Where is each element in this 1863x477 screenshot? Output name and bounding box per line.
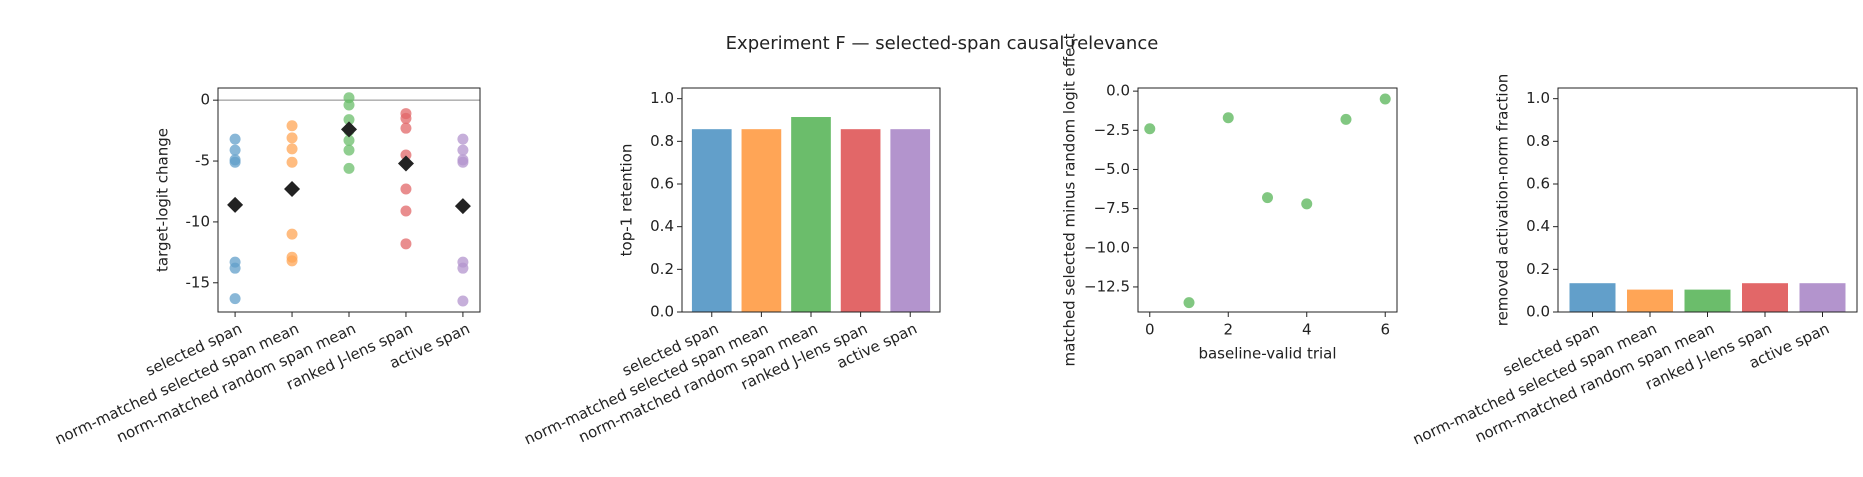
y-axis-label: matched selected minus random logit effe…	[1061, 33, 1079, 366]
point	[1301, 198, 1313, 210]
mean-marker	[397, 155, 414, 172]
bar	[1569, 283, 1616, 312]
axes-frame	[681, 87, 941, 313]
point	[229, 156, 241, 168]
x-axis-label: baseline-valid trial	[1198, 345, 1336, 363]
point	[400, 122, 412, 134]
y-tick-label: -5	[195, 152, 210, 170]
point	[286, 120, 298, 132]
point	[1262, 192, 1273, 204]
y-tick-label: −2.5	[1094, 121, 1130, 139]
y-tick-label: 1.0	[1526, 89, 1550, 107]
point	[343, 144, 355, 156]
y-tick-label: 0.0	[1106, 82, 1130, 100]
x-tick-label: norm-matched selected span mean	[52, 319, 302, 448]
y-tick-label: 0.0	[650, 303, 674, 321]
x-tick-label: 6	[1380, 321, 1390, 339]
figure-title: Experiment F — selected-span causal rele…	[726, 33, 1159, 54]
y-tick-label: 0.0	[1526, 303, 1550, 321]
point	[1183, 297, 1195, 309]
y-tick-label: 0.4	[1526, 217, 1550, 235]
point	[400, 205, 412, 217]
point	[286, 255, 298, 267]
point	[400, 149, 412, 161]
point	[457, 295, 469, 307]
mean-marker	[454, 198, 471, 215]
y-tick-label: 0.6	[650, 175, 674, 193]
point	[286, 156, 298, 168]
point	[457, 144, 469, 156]
bar	[1627, 289, 1673, 312]
bar	[691, 129, 732, 312]
y-axis-label: target-logit change	[154, 128, 172, 272]
point	[229, 293, 241, 305]
bar	[741, 129, 782, 312]
bar	[890, 129, 931, 312]
y-tick-label: −5.0	[1094, 160, 1130, 178]
y-tick-label: 1.0	[650, 89, 674, 107]
mean-marker	[341, 121, 357, 138]
point	[1144, 123, 1156, 135]
axes-frame	[217, 87, 481, 313]
mean-marker	[284, 181, 301, 198]
x-tick-label: 2	[1223, 321, 1233, 339]
y-tick-label: 0.6	[1526, 175, 1550, 193]
y-tick-label: −7.5	[1094, 199, 1130, 217]
y-tick-label: 0.2	[1526, 260, 1550, 278]
bar	[1799, 283, 1846, 312]
point	[1222, 112, 1234, 124]
point	[229, 133, 241, 145]
y-tick-label: 0.2	[650, 260, 674, 278]
y-tick-label: 0	[200, 91, 210, 109]
point	[400, 238, 412, 250]
x-tick-label: 4	[1302, 321, 1312, 339]
point	[1379, 93, 1391, 105]
point	[286, 132, 298, 144]
point	[457, 133, 469, 145]
bar	[791, 117, 831, 312]
y-tick-label: -15	[186, 273, 211, 291]
point	[286, 143, 298, 155]
point	[343, 114, 355, 126]
x-tick-label: norm-matched selected span mean	[1410, 319, 1660, 448]
y-axis-label: top-1 retention	[618, 144, 636, 257]
y-tick-label: 0.4	[650, 217, 674, 235]
y-axis-label: removed activation-norm fraction	[1494, 74, 1512, 327]
x-tick-label: norm-matched selected span mean	[521, 319, 771, 448]
point	[343, 134, 355, 146]
y-tick-label: -10	[186, 212, 211, 230]
mean-marker	[227, 196, 244, 213]
point	[400, 112, 412, 124]
bar	[1684, 289, 1731, 312]
y-tick-label: 0.8	[650, 132, 674, 150]
axes-frame	[1557, 87, 1858, 313]
x-tick-label: 0	[1145, 321, 1155, 339]
y-tick-label: −10.0	[1084, 238, 1130, 256]
point	[229, 262, 241, 274]
point	[229, 144, 241, 156]
y-tick-label: −12.5	[1084, 277, 1130, 295]
bar	[840, 129, 881, 312]
point	[343, 162, 355, 174]
y-tick-label: 0.8	[1526, 132, 1550, 150]
point	[457, 156, 469, 168]
point	[457, 262, 469, 274]
point	[400, 183, 412, 195]
axes-frame	[1137, 87, 1398, 313]
point	[343, 99, 355, 111]
bar	[1742, 283, 1788, 312]
point	[286, 228, 298, 240]
point	[1340, 113, 1352, 125]
